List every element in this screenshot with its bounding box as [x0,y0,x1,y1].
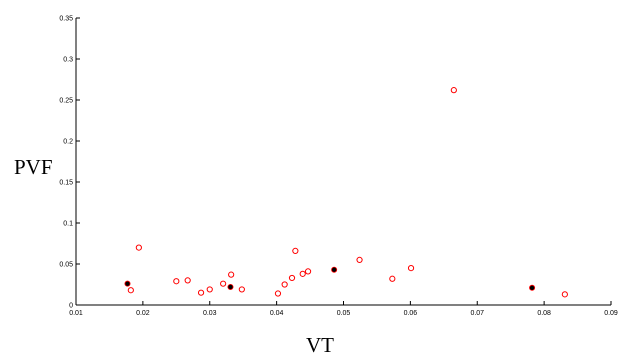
data-point-hollow [228,271,235,278]
y-axis-label: PVF [14,155,53,179]
data-point-hollow [389,275,396,282]
data-point-hollow [356,256,363,263]
data-point-hollow [220,280,227,287]
y-tick-label: 0.15 [59,180,73,187]
data-point-hollow [238,286,245,293]
x-tick-label: 0.01 [69,310,83,317]
x-tick-label: 0.02 [136,310,150,317]
x-tick-label: 0.07 [470,310,484,317]
data-point-hollow [299,270,306,277]
x-tick-label: 0.09 [604,310,618,317]
y-tick-label: 0.25 [59,98,73,105]
data-point-hollow [173,278,180,285]
data-point-hollow [450,87,457,94]
data-point-hollow [281,281,288,288]
data-point-filled [529,284,536,291]
x-tick-label: 0.03 [203,310,217,317]
data-point-hollow [304,268,312,275]
y-axis-ticks: 0 0.05 0.1 0.15 0.2 0.25 0.3 0.35 [59,16,80,310]
data-point-hollow [127,287,134,294]
x-tick-label: 0.08 [537,310,551,317]
data-point-filled [331,266,338,273]
data-point-hollow [407,265,415,272]
x-tick-label: 0.05 [337,310,351,317]
axes [75,18,611,306]
y-tick-label: 0 [69,303,73,310]
x-axis-ticks: 0.01 0.02 0.03 0.04 0.05 0.06 0.07 0.08 0.09 [69,301,618,317]
y-tick-label: 0.35 [59,16,73,23]
x-axis-label: VT [306,333,334,357]
data-point-hollow [288,274,296,282]
data-point-hollow [274,290,282,297]
data-points [124,87,568,298]
data-point-hollow [561,291,568,298]
data-point-hollow [135,244,142,251]
x-tick-label: 0.04 [270,310,284,317]
x-tick-label: 0.06 [404,310,418,317]
y-tick-label: 0.05 [59,262,73,269]
data-point-hollow [184,277,191,284]
data-point-filled [227,283,234,290]
data-point-hollow [292,247,299,254]
data-point-hollow [197,289,205,296]
y-tick-label: 0.3 [63,57,73,64]
y-tick-label: 0.2 [63,139,73,146]
data-point-hollow [206,286,213,293]
data-point-filled [124,280,131,287]
y-tick-label: 0.1 [63,221,73,228]
